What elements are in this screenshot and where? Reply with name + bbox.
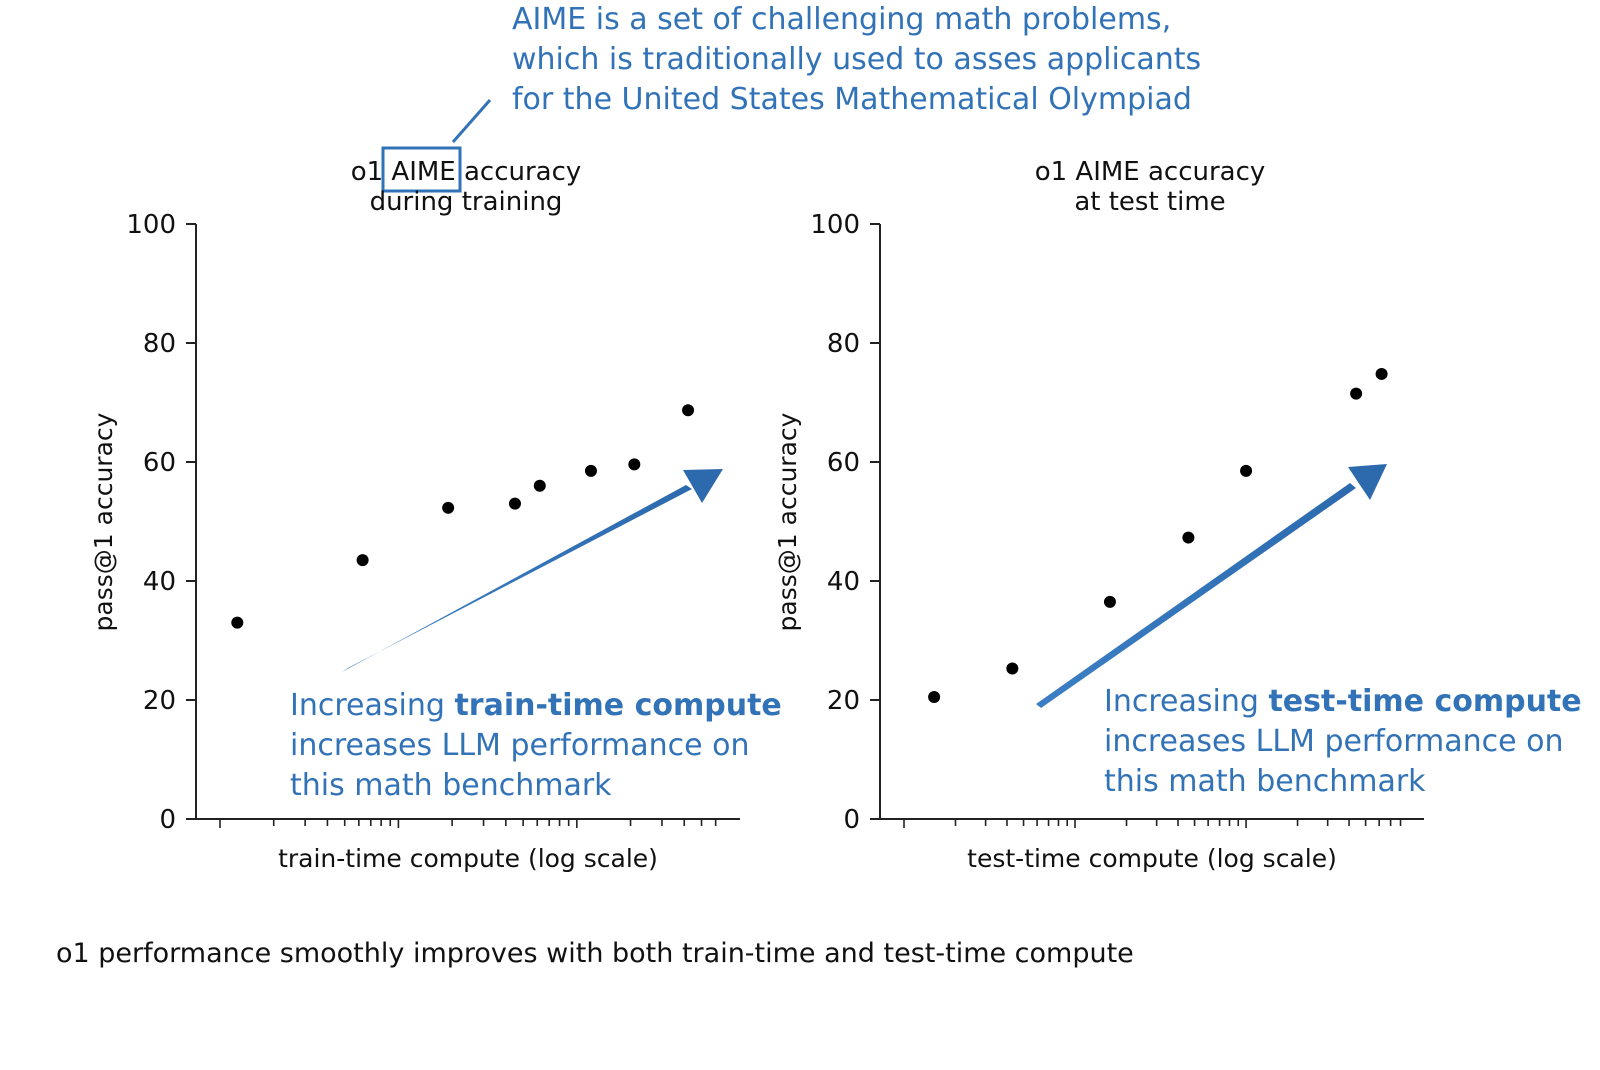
trend-arrow-head: [1348, 464, 1387, 500]
trend-arrow-shaft: [342, 485, 692, 672]
aime-highlight-box: [381, 146, 462, 193]
note-prefix: Increasing: [290, 688, 455, 723]
data-points: [231, 404, 695, 629]
data-point: [1350, 387, 1363, 400]
note-bold: test-time compute: [1268, 684, 1582, 719]
data-points: [928, 367, 1388, 704]
y-tick-label: 40: [143, 567, 176, 597]
test-time-chart: o1 AIME accuracy at test time 0 20 40 60 80 1…: [773, 157, 1424, 873]
aime-callout: AIME is a set of challenging math proble…: [512, 0, 1201, 120]
data-point: [1006, 662, 1019, 675]
note-line-3: this math benchmark: [1104, 764, 1426, 799]
callout-line-2: which is traditionally used to asses app…: [512, 42, 1202, 77]
data-point: [442, 501, 455, 514]
callout-line-1: AIME is a set of challenging math proble…: [512, 2, 1172, 37]
note-line-2: increases LLM performance on: [1104, 724, 1564, 759]
data-point: [231, 616, 244, 629]
data-point: [928, 691, 941, 704]
note-prefix: Increasing: [1104, 684, 1269, 719]
y-tick-label: 40: [827, 567, 860, 597]
data-point: [356, 554, 369, 567]
chart-title-line-2: at test time: [1074, 187, 1225, 217]
y-tick-label: 20: [827, 686, 860, 716]
chart-title-line-1: o1 AIME accuracy: [351, 157, 582, 187]
data-point: [682, 404, 695, 417]
x-axis-label: test-time compute (log scale): [967, 844, 1337, 873]
chart-title-line-2: during training: [370, 187, 563, 217]
x-minor-ticks: [219, 819, 717, 828]
x-axis-label: train-time compute (log scale): [278, 844, 658, 873]
y-tick-label: 80: [827, 329, 860, 359]
y-tick-label: 60: [827, 448, 860, 478]
x-minor-ticks: [903, 819, 1402, 828]
note-line-1: Increasing train-time compute: [290, 686, 782, 726]
trend-arrow-shaft: [1036, 483, 1356, 708]
y-ticks: 0 20 40 60 80 100: [810, 210, 880, 835]
callout-line-3: for the United States Mathematical Olymp…: [512, 82, 1192, 117]
note-line-1: Increasing test-time compute: [1104, 682, 1582, 722]
chart-title-line-1: o1 AIME accuracy: [1035, 157, 1266, 187]
y-ticks: 0 20 40 60 80 100: [126, 210, 196, 835]
y-axis-label: pass@1 accuracy: [89, 412, 118, 631]
y-axis-label: pass@1 accuracy: [773, 412, 802, 631]
data-point: [1103, 595, 1116, 608]
test-time-note: Increasing test-time compute increases L…: [1104, 682, 1582, 802]
train-time-chart: o1 AIME accuracy during training 0 20 40 60…: [89, 157, 740, 873]
data-point: [584, 464, 597, 477]
y-tick-label: 80: [143, 329, 176, 359]
y-tick-label: 0: [159, 805, 176, 835]
y-tick-label: 100: [810, 210, 860, 240]
y-tick-label: 100: [126, 210, 176, 240]
data-point: [508, 497, 521, 510]
y-tick-label: 60: [143, 448, 176, 478]
data-point: [533, 479, 546, 492]
data-point: [628, 458, 641, 471]
y-tick-label: 20: [143, 686, 176, 716]
y-tick-label: 0: [843, 805, 860, 835]
figure-caption: o1 performance smoothly improves with bo…: [56, 938, 1134, 969]
data-point: [1375, 367, 1388, 380]
note-line-2: increases LLM performance on: [290, 728, 750, 763]
note-line-3: this math benchmark: [290, 768, 612, 803]
train-time-note: Increasing train-time compute increases …: [290, 686, 782, 806]
trend-arrow-head: [683, 469, 723, 503]
data-point: [1182, 531, 1195, 544]
data-point: [1240, 464, 1253, 477]
note-bold: train-time compute: [454, 688, 782, 723]
callout-leader-line: [451, 99, 492, 143]
